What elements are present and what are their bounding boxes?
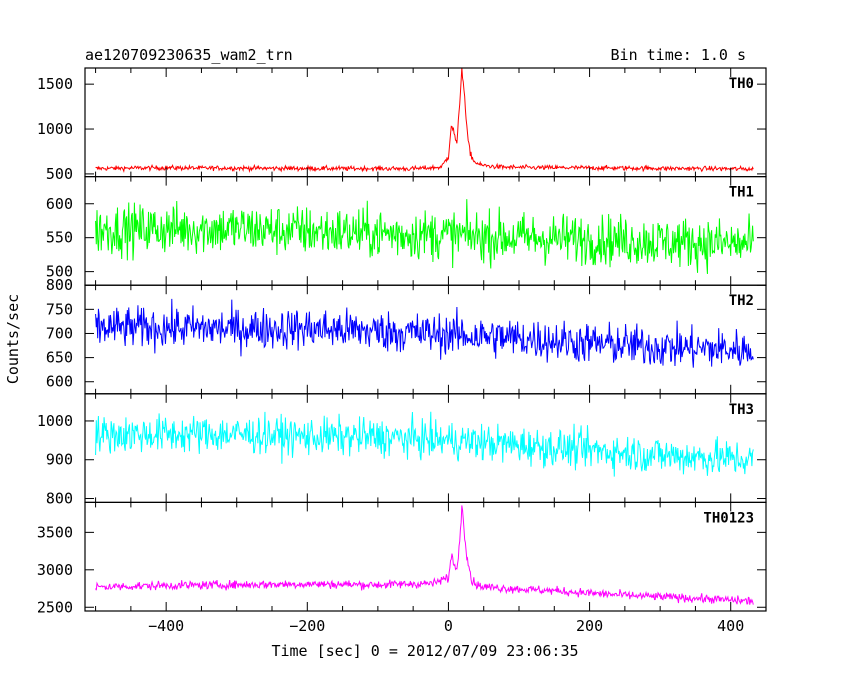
y-tick-label: 2500 — [37, 598, 73, 616]
plot-title: ae120709230635_wam2_trn — [85, 46, 293, 64]
panel-label-th1: TH1 — [729, 185, 754, 201]
y-tick-label: 3500 — [37, 523, 73, 541]
y-tick-label: 600 — [46, 373, 73, 391]
bin-time-label: Bin time: 1.0 s — [611, 46, 746, 64]
y-tick-label: 650 — [46, 349, 73, 367]
series-th2 — [95, 298, 754, 368]
x-tick-label: 200 — [576, 617, 603, 635]
x-axis-label: Time [sec] 0 = 2012/07/09 23:06:35 — [271, 642, 578, 660]
series-th0 — [95, 68, 754, 173]
y-tick-label: 550 — [46, 229, 73, 247]
y-tick-label: 1000 — [37, 120, 73, 138]
y-tick-label: 700 — [46, 324, 73, 342]
panel-frame-th3 — [84, 393, 767, 503]
y-tick-label: 900 — [46, 451, 73, 469]
x-tick-label: 0 — [444, 617, 453, 635]
series-th0123 — [95, 505, 754, 605]
x-tick-label: −400 — [148, 617, 184, 635]
y-tick-label: 800 — [46, 490, 73, 508]
panel-label-th0: TH0 — [729, 76, 754, 92]
y-tick-label: 500 — [46, 263, 73, 281]
panel-frame-th0123 — [84, 501, 767, 612]
panel-frame-th0 — [84, 67, 767, 178]
y-tick-label: 600 — [46, 195, 73, 213]
x-tick-label: 400 — [717, 617, 744, 635]
y-tick-label: 500 — [46, 165, 73, 183]
y-axis-label: Counts/sec — [4, 294, 22, 384]
panel-stack: TH0 500 1000 1500 TH1 500 550 600 TH2 600 650 700 75… — [37, 67, 767, 635]
y-tick-label: 750 — [46, 300, 73, 318]
x-tick-label: −200 — [289, 617, 325, 635]
series-th1 — [95, 199, 754, 274]
y-tick-label: 1000 — [37, 412, 73, 430]
series-th3 — [95, 411, 754, 477]
y-tick-label: 1500 — [37, 75, 73, 93]
y-tick-label: 800 — [46, 276, 73, 294]
panel-label-th0123: TH0123 — [703, 510, 754, 526]
y-tick-label: 3000 — [37, 561, 73, 579]
panel-label-th3: TH3 — [729, 402, 754, 418]
panel-label-th2: TH2 — [729, 293, 754, 309]
